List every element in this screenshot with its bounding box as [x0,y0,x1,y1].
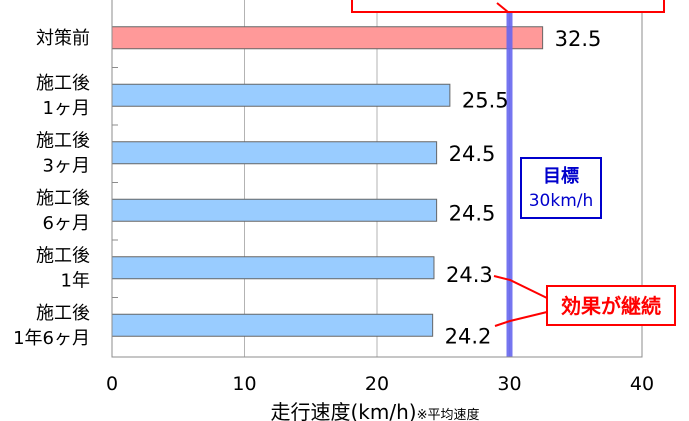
category-label: 6ヶ月 [43,213,90,234]
x-axis-label-main: 走行速度(km/h) [271,400,417,421]
category-label: 施工後 [36,188,90,209]
x-tick-label: 0 [106,373,118,395]
x-axis-label-note: ※平均速度 [417,407,480,421]
category-label: 施工後 [36,73,90,94]
category-label: 1年6ヶ月 [13,328,90,349]
value-label: 32.5 [555,27,602,51]
callout-box [546,285,676,326]
bar [111,83,451,107]
bar [111,26,544,50]
plot-frame [111,0,643,358]
bar [111,198,438,222]
category-label: 施工後 [36,303,90,324]
x-tick-label: 20 [365,373,389,395]
category-label: 1ヶ月 [43,98,90,119]
category-label: 施工後 [36,245,90,266]
callout-pointer [494,311,548,327]
value-label: 24.5 [449,201,496,225]
top-callout-box [351,0,665,13]
category-label: 対策前 [36,28,90,49]
target-label-title: 目標 [543,165,579,187]
category-label: 施工後 [36,130,90,151]
target-line [506,10,513,357]
x-axis-label: 走行速度(km/h)※平均速度 [271,400,480,421]
category-label: 3ヶ月 [43,155,90,176]
x-tick-label: 10 [232,373,256,395]
top-callout-pointer [496,2,509,13]
value-label: 25.5 [462,88,509,112]
value-label: 24.3 [446,263,493,287]
value-label: 24.2 [445,324,492,348]
callout-pointer [493,275,548,299]
callout-text: 効果が継続 [561,294,661,318]
value-label: 24.5 [449,142,496,166]
bar [111,256,435,280]
category-label: 1年 [61,270,90,291]
bar [111,313,434,337]
x-tick-label: 30 [497,373,521,395]
bar [111,141,438,165]
target-box [520,157,602,219]
x-tick-label: 40 [630,373,654,395]
target-label-value: 30km/h [529,191,594,211]
